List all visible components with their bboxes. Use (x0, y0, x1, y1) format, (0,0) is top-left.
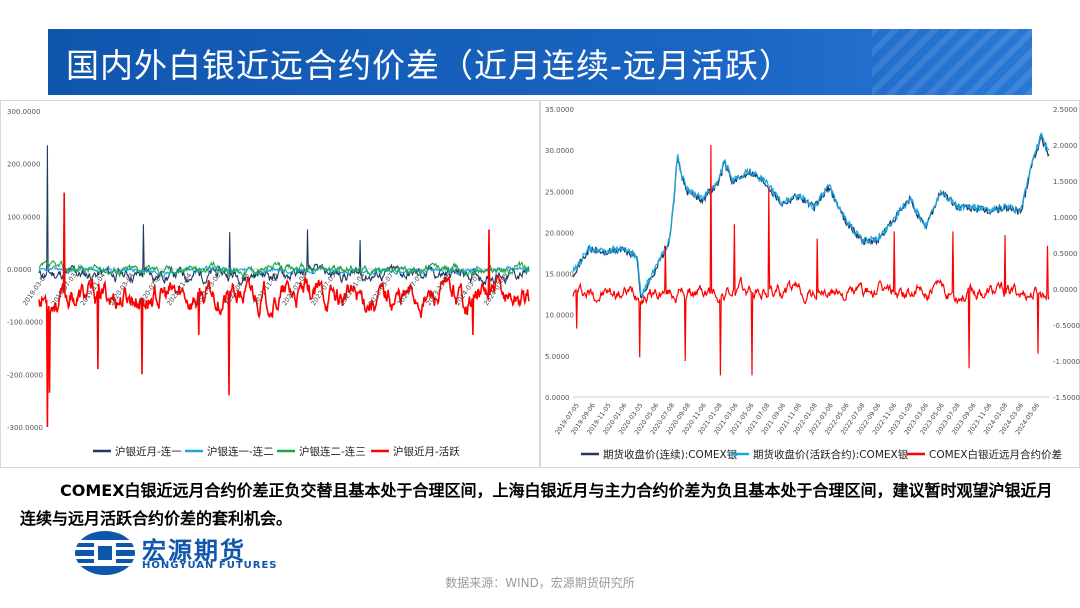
y-left-tick-label: 10.0000 (545, 312, 574, 320)
analysis-text: COMEX白银近远月合约价差正负交替且基本处于合理区间，上海白银近月与主力合约价… (20, 481, 1053, 528)
logo-name-cn: 宏源期货 (142, 537, 246, 565)
y-right-tick-label: 0.5000 (1053, 250, 1078, 258)
title-bar: 国内外白银近远合约价差（近月连续-远月活跃） (48, 29, 1032, 95)
y-right-tick-label: 2.0000 (1053, 142, 1078, 150)
data-source: 数据来源：WIND，宏源期货研究所 (445, 576, 635, 590)
y-left-tick-label: 0.0000 (545, 394, 570, 402)
chart-right-svg: 35.0000 30.0000 25.0000 20.0000 15.0000 10.00… (545, 106, 1080, 461)
y-right-tick-label: -1.5000 (1053, 394, 1080, 402)
y-right-tick-label: 1.0000 (1053, 214, 1078, 222)
y-left-tick-label: 5.0000 (545, 353, 570, 361)
chart-left-svg: 300.0000 200.0000 100.0000 0.0000 -100.0000 -… (7, 108, 530, 458)
y-left-tick-label: 20.0000 (545, 229, 574, 237)
x-tick-label: 2019-03-07 (21, 272, 49, 308)
y-right-tick-label: 1.5000 (1053, 178, 1078, 186)
x-tick-label: 2024-03-07 (453, 272, 481, 308)
series-line-4 (38, 192, 530, 428)
legend-label: 沪银近月-活跃 (393, 445, 460, 458)
hongyuan-logo-icon (74, 531, 136, 575)
chart-shanghai-silver-spread: 300.0000 200.0000 100.0000 0.0000 -100.0000 -… (0, 100, 540, 468)
y-right-tick-label: -1.0000 (1053, 358, 1080, 366)
legend-label: 期货收盘价(活跃合约):COMEX银 (753, 448, 909, 461)
legend-label: 沪银近月-连一 (115, 445, 182, 458)
y-left-tick-label: 25.0000 (545, 188, 574, 196)
series-line-1 (38, 145, 530, 287)
logo-name-en: HONGYUAN FUTURES (142, 560, 278, 571)
y-right-tick-label: -0.5000 (1053, 322, 1080, 330)
y-tick-label: 0.0000 (7, 266, 32, 274)
legend-label: COMEX白银近远月合约价差 (929, 448, 1062, 461)
legend-label: 沪银连一-连二 (207, 445, 274, 458)
series-line-2 (572, 131, 1050, 300)
y-left-tick-label: 15.0000 (545, 271, 574, 279)
page-title: 国内外白银近远合约价差（近月连续-远月活跃） (66, 46, 793, 85)
series-line-3 (572, 144, 1050, 376)
y-left-tick-label: 35.0000 (545, 106, 574, 114)
y-tick-label: -300.0000 (7, 424, 43, 432)
y-tick-label: 200.0000 (7, 161, 40, 169)
x-tick-label: 2023-03-07 (367, 272, 395, 308)
company-logo: 宏源期货 HONGYUAN FUTURES (72, 528, 312, 578)
series-line-3 (38, 260, 530, 279)
legend-label: 期货收盘价(连续):COMEX银 (603, 448, 738, 461)
y-left-tick-label: 30.0000 (545, 147, 574, 155)
y-tick-label: -200.0000 (7, 371, 43, 379)
y-right-tick-label: 2.5000 (1053, 106, 1078, 114)
y-tick-label: 100.0000 (7, 213, 40, 221)
x-tick-label: 2023-07-05 (396, 272, 424, 308)
series-line-1 (572, 133, 1050, 299)
y-tick-label: -100.0000 (7, 319, 43, 327)
y-right-tick-label: 0.0000 (1053, 286, 1078, 294)
chart-comex-silver-spread: 35.0000 30.0000 25.0000 20.0000 15.0000 10.00… (540, 100, 1080, 468)
legend-label: 沪银连二-连三 (299, 445, 366, 458)
y-tick-label: 300.0000 (7, 108, 40, 116)
